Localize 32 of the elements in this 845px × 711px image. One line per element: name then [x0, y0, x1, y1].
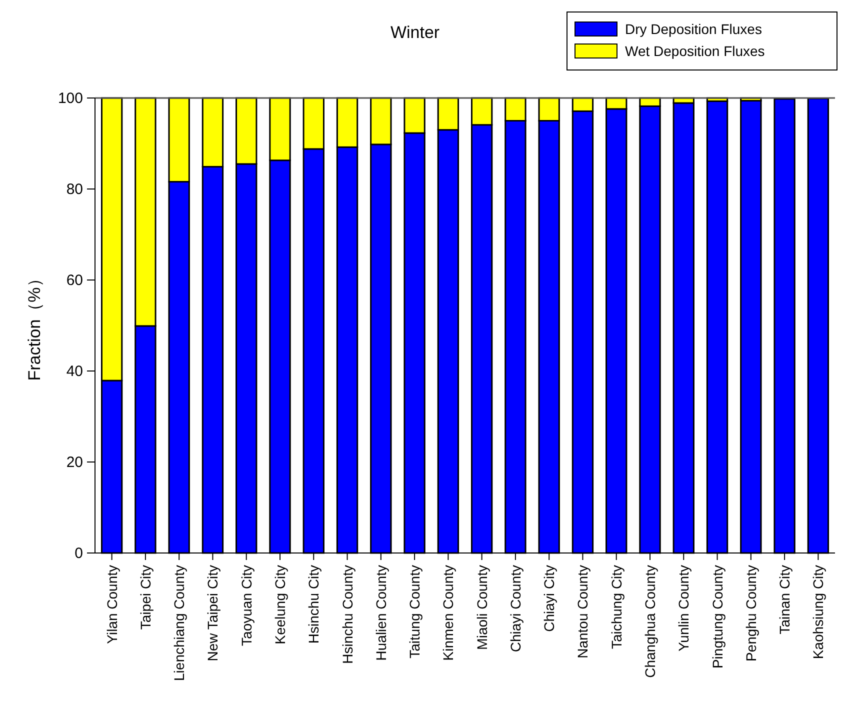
x-tick-label: Chiayi County: [507, 565, 524, 652]
x-tick-label: Lienchiang County: [171, 565, 188, 681]
x-tick-label: Pingtung County: [709, 565, 726, 669]
x-tick-label: Kaohsiung City: [810, 565, 826, 660]
x-tick-label: Yilan County: [104, 565, 120, 644]
x-tick-label: Nantou County: [574, 565, 591, 658]
x-tick-label: Changhua County: [642, 565, 658, 678]
y-tick-label: 60: [66, 272, 83, 289]
x-tick-label: Kinmen County: [440, 565, 456, 661]
x-tick-label: Miaoli County: [474, 565, 490, 650]
x-tick-label: Taitung County: [406, 565, 423, 658]
y-tick-label: 20: [66, 454, 83, 471]
x-tick-label: Chiayi City: [541, 565, 558, 632]
x-tick-label: New Taipei City: [204, 565, 221, 662]
legend-label: Wet Deposition Fluxes: [625, 43, 765, 59]
x-tick-label: Keelung City: [272, 565, 288, 644]
x-tick-label: Tainan City: [776, 565, 793, 634]
y-axis-title: Fraction（%）: [25, 270, 44, 381]
x-tick-label: Penghu County: [742, 565, 759, 662]
y-tick-label: 40: [66, 363, 83, 380]
x-tick-label: Hsinchu City: [306, 565, 322, 644]
x-tick-label: Taichung City: [608, 565, 624, 650]
x-tick-label: Hsinchu County: [339, 565, 356, 664]
x-tick-label: Hualien County: [372, 565, 389, 661]
y-tick-label: 0: [74, 545, 83, 562]
x-tick-label: Yunlin County: [676, 565, 692, 652]
y-tick-label: 80: [66, 181, 83, 198]
chart-title: Winter: [390, 23, 440, 42]
legend-label: Dry Deposition Fluxes: [625, 21, 762, 37]
x-tick-label: Taipei City: [137, 565, 154, 630]
y-tick-label: 100: [58, 90, 83, 107]
x-tick-label: Taoyuan City: [238, 565, 254, 646]
